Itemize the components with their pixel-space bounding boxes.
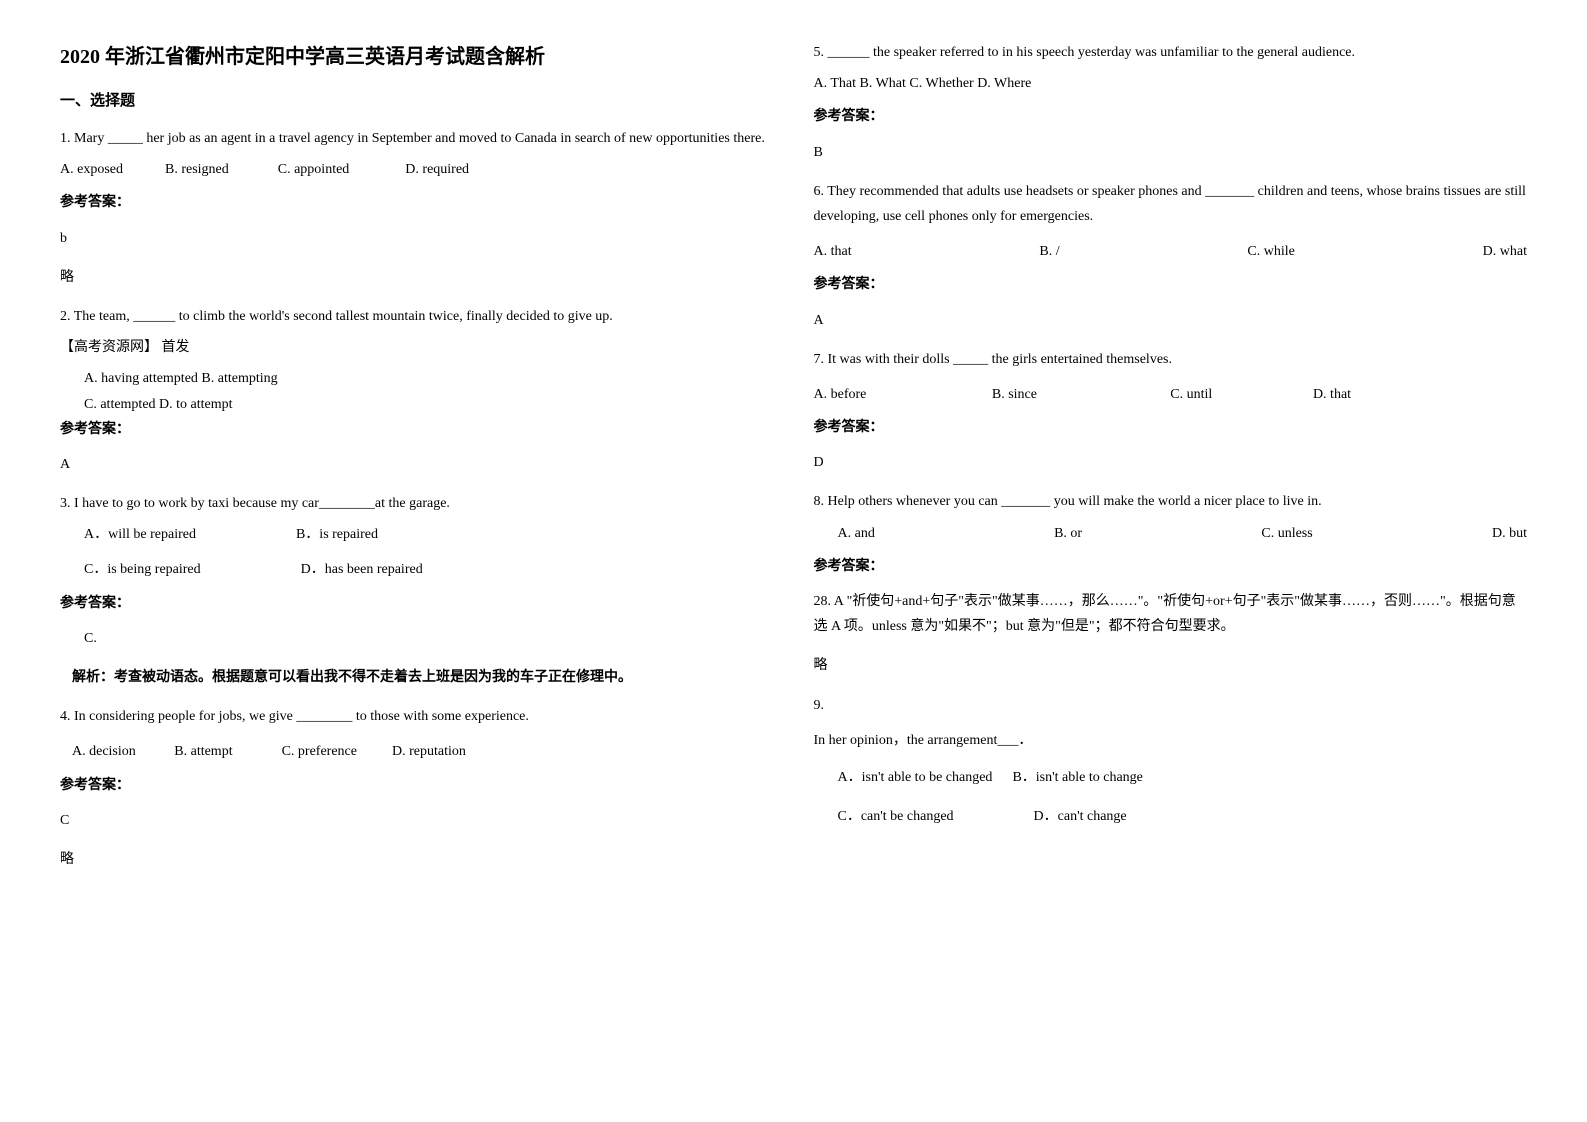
question-6: 6. They recommended that adults use head…: [814, 179, 1528, 333]
section-header: 一、选择题: [60, 89, 774, 110]
question-options: A. exposed B. resigned C. appointed D. r…: [60, 157, 774, 182]
question-text: In her opinion，the arrangement___．: [814, 728, 1528, 753]
option-c: C. while: [1247, 239, 1294, 264]
question-text: 5. ______ the speaker referred to in his…: [814, 40, 1528, 65]
question-options-row: C．is being repaired D．has been repaired: [60, 557, 774, 582]
answer-value: D: [814, 450, 1528, 475]
option-c: C．can't be changed: [838, 804, 954, 829]
answer-note: 略: [814, 653, 1528, 678]
answer-label: 参考答案：: [60, 773, 774, 798]
answer-value: C: [60, 808, 774, 833]
option-d: D. that: [1313, 382, 1351, 407]
question-4: 4. In considering people for jobs, we gi…: [60, 704, 774, 872]
question-text: 2. The team, ______ to climb the world's…: [60, 304, 774, 329]
answer-value: b: [60, 226, 774, 251]
question-number: 9.: [814, 693, 1528, 718]
option-line: A. having attempted B. attempting: [84, 366, 774, 391]
question-text: 7. It was with their dolls _____ the gir…: [814, 347, 1528, 372]
option-line: C. attempted D. to attempt: [84, 392, 774, 417]
option-c: C. until: [1170, 382, 1313, 407]
question-options: A. having attempted B. attempting C. att…: [60, 366, 774, 416]
answer-label: 参考答案：: [814, 554, 1528, 579]
answer-value: A: [814, 308, 1528, 333]
answer-label: 参考答案：: [814, 415, 1528, 440]
answer-label: 参考答案：: [814, 272, 1528, 297]
question-8: 8. Help others whenever you can _______ …: [814, 489, 1528, 678]
option-d: D．has been repaired: [301, 557, 423, 582]
answer-value: A: [60, 452, 774, 477]
explanation: 28. A "祈使句+and+句子"表示"做某事……，那么……"。"祈使句+or…: [814, 589, 1528, 639]
option-c: C. unless: [1261, 521, 1312, 546]
question-text: 1. Mary _____ her job as an agent in a t…: [60, 126, 774, 151]
question-options: A. That B. What C. Whether D. Where: [814, 71, 1528, 96]
question-options: A. decision B. attempt C. preference D. …: [60, 739, 774, 764]
question-text: 8. Help others whenever you can _______ …: [814, 489, 1528, 514]
answer-note: 略: [60, 265, 774, 290]
answer-note: 略: [60, 847, 774, 872]
question-options-row: A. and B. or C. unless D. but: [814, 521, 1528, 546]
answer-label: 参考答案：: [60, 591, 774, 616]
option-c: C．is being repaired: [84, 557, 201, 582]
option-a: A. before: [814, 382, 992, 407]
question-9: 9. In her opinion，the arrangement___． A．…: [814, 693, 1528, 830]
option-a: A. and: [838, 521, 875, 546]
answer-label: 参考答案：: [814, 104, 1528, 129]
option-b: B．isn't able to change: [1012, 765, 1142, 790]
option-a: A. that: [814, 239, 852, 264]
question-1: 1. Mary _____ her job as an agent in a t…: [60, 126, 774, 290]
explanation: 解析：考查被动语态。根据题意可以看出我不得不走着去上班是因为我的车子正在修理中。: [60, 665, 774, 690]
option-d: D. what: [1483, 239, 1527, 264]
question-options-row: A．will be repaired B．is repaired: [60, 522, 774, 547]
right-column: 5. ______ the speaker referred to in his…: [814, 40, 1528, 886]
exam-title: 2020 年浙江省衢州市定阳中学高三英语月考试题含解析: [60, 40, 774, 69]
question-5: 5. ______ the speaker referred to in his…: [814, 40, 1528, 165]
option-b: B. or: [1054, 521, 1082, 546]
question-2: 2. The team, ______ to climb the world's…: [60, 304, 774, 477]
option-a: A．will be repaired: [84, 522, 196, 547]
answer-label: 参考答案：: [60, 417, 774, 442]
option-d: D. but: [1492, 521, 1527, 546]
question-3: 3. I have to go to work by taxi because …: [60, 491, 774, 690]
option-d: D．can't change: [1034, 804, 1127, 829]
question-7: 7. It was with their dolls _____ the gir…: [814, 347, 1528, 476]
question-options-row: A. that B. / C. while D. what: [814, 239, 1528, 264]
option-b: B．is repaired: [296, 522, 378, 547]
question-subnote: 【高考资源网】 首发: [60, 335, 774, 360]
explanation-text: 解析：考查被动语态。根据题意可以看出我不得不走着去上班是因为我的车子正在修理中。: [72, 670, 632, 685]
option-b: B. since: [992, 382, 1170, 407]
option-b: B. /: [1039, 239, 1059, 264]
question-text: 4. In considering people for jobs, we gi…: [60, 704, 774, 729]
option-a: A．isn't able to be changed: [838, 765, 993, 790]
question-options-row: A. before B. since C. until D. that: [814, 382, 1528, 407]
answer-value: C.: [60, 626, 774, 651]
question-options-row: A．isn't able to be changed B．isn't able …: [814, 765, 1528, 790]
question-text: 3. I have to go to work by taxi because …: [60, 491, 774, 516]
answer-label: 参考答案：: [60, 190, 774, 215]
page-container: 2020 年浙江省衢州市定阳中学高三英语月考试题含解析 一、选择题 1. Mar…: [60, 40, 1527, 886]
question-text: 6. They recommended that adults use head…: [814, 179, 1528, 229]
question-options-row: C．can't be changed D．can't change: [814, 804, 1528, 829]
left-column: 2020 年浙江省衢州市定阳中学高三英语月考试题含解析 一、选择题 1. Mar…: [60, 40, 774, 886]
answer-value: B: [814, 140, 1528, 165]
